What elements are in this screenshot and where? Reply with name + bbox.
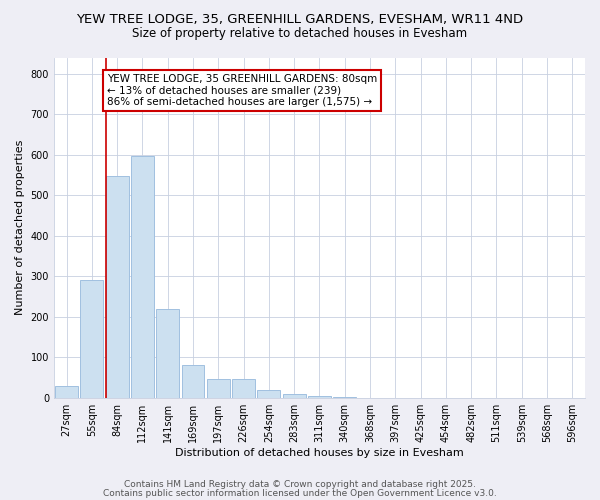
Text: YEW TREE LODGE, 35 GREENHILL GARDENS: 80sqm
← 13% of detached houses are smaller: YEW TREE LODGE, 35 GREENHILL GARDENS: 80…	[107, 74, 377, 107]
Text: YEW TREE LODGE, 35, GREENHILL GARDENS, EVESHAM, WR11 4ND: YEW TREE LODGE, 35, GREENHILL GARDENS, E…	[76, 12, 524, 26]
Bar	[308, 396, 331, 398]
Bar	[232, 380, 255, 398]
Bar	[257, 390, 280, 398]
Text: Contains public sector information licensed under the Open Government Licence v3: Contains public sector information licen…	[103, 489, 497, 498]
Bar	[106, 176, 128, 398]
X-axis label: Distribution of detached houses by size in Evesham: Distribution of detached houses by size …	[175, 448, 464, 458]
Bar	[182, 366, 205, 398]
Bar	[283, 394, 305, 398]
Bar	[55, 386, 78, 398]
Y-axis label: Number of detached properties: Number of detached properties	[15, 140, 25, 316]
Bar	[157, 308, 179, 398]
Bar	[80, 280, 103, 398]
Text: Size of property relative to detached houses in Evesham: Size of property relative to detached ho…	[133, 28, 467, 40]
Bar	[131, 156, 154, 398]
Bar	[207, 380, 230, 398]
Text: Contains HM Land Registry data © Crown copyright and database right 2025.: Contains HM Land Registry data © Crown c…	[124, 480, 476, 489]
